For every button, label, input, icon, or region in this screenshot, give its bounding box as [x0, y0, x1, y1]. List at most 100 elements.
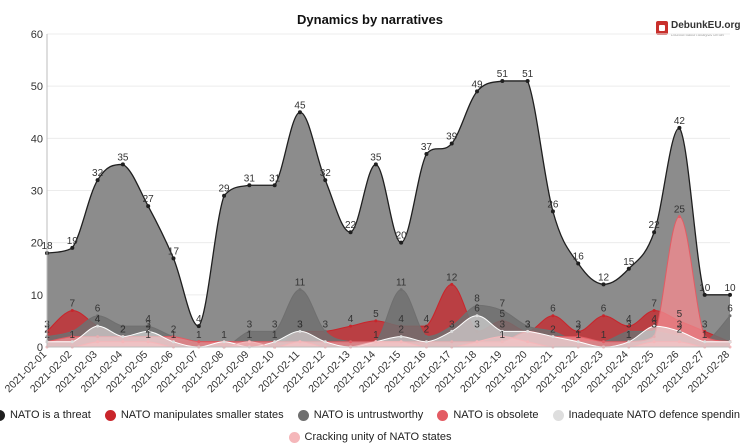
data-label: 1 — [70, 330, 76, 341]
data-label: 12 — [598, 272, 610, 283]
data-label: 6 — [727, 304, 733, 315]
legend-item[interactable]: NATO is obsolete — [437, 409, 538, 421]
data-label: 4 — [348, 314, 354, 325]
legend-row: Cracking unity of NATO states — [0, 426, 740, 448]
data-label: 2 — [424, 325, 430, 336]
data-label: 37 — [421, 142, 433, 153]
data-point — [400, 340, 403, 343]
data-label: 20 — [396, 231, 408, 242]
data-label: 45 — [294, 100, 306, 111]
legend-label: Cracking unity of NATO states — [305, 431, 452, 443]
legend-item[interactable]: NATO is a threat — [0, 409, 91, 421]
legend-swatch — [553, 410, 564, 421]
data-label: 6 — [550, 304, 556, 315]
data-label: 2 — [398, 325, 404, 336]
data-label: 5 — [500, 309, 506, 320]
data-label: 19 — [67, 236, 79, 247]
data-label: 17 — [168, 246, 180, 257]
data-point — [96, 340, 99, 343]
data-label: 3 — [626, 319, 632, 330]
data-label: 3 — [272, 319, 278, 330]
data-label: 10 — [724, 283, 736, 294]
legend-label: NATO is untrustworthy — [314, 409, 424, 421]
legend-swatch — [289, 432, 300, 443]
legend-swatch — [298, 410, 309, 421]
data-label: 5 — [373, 309, 379, 320]
data-label: 3 — [449, 319, 455, 330]
data-point — [121, 340, 124, 343]
data-point — [678, 340, 681, 343]
data-label: 1 — [272, 330, 278, 341]
data-label: 4 — [95, 314, 101, 325]
data-label: 1 — [626, 330, 632, 341]
data-label: 1 — [196, 330, 202, 341]
data-label: 22 — [345, 220, 357, 231]
data-label: 4 — [196, 314, 202, 325]
y-tick-label: 60 — [31, 29, 43, 41]
data-label: 4 — [424, 314, 430, 325]
data-point — [298, 340, 301, 343]
data-label: 26 — [547, 199, 559, 210]
legend: NATO is a threat NATO manipulates smaller… — [0, 404, 740, 448]
data-label: 7 — [500, 298, 506, 309]
data-label: 7 — [651, 298, 657, 309]
data-label: 6 — [95, 304, 101, 315]
data-label: 2 — [120, 325, 126, 336]
data-label: 1 — [373, 330, 379, 341]
data-point — [349, 340, 352, 343]
y-tick-label: 10 — [31, 290, 43, 302]
data-point — [425, 340, 428, 343]
data-label: 1 — [247, 330, 253, 341]
data-label: 10 — [699, 283, 711, 294]
data-label: 11 — [295, 278, 306, 289]
data-label: 31 — [244, 173, 256, 184]
data-label: 51 — [497, 69, 509, 80]
data-label: 25 — [674, 205, 686, 216]
data-label: 3 — [702, 319, 708, 330]
legend-label: NATO is a threat — [10, 409, 91, 421]
data-label: 11 — [396, 278, 407, 289]
data-label: 3 — [677, 319, 683, 330]
series-area — [47, 81, 730, 347]
data-label: 1 — [702, 330, 708, 341]
legend-label: Inadequate NATO defence spending — [569, 409, 740, 421]
data-point — [476, 340, 479, 343]
data-label: 35 — [370, 152, 382, 163]
data-label: 3 — [145, 319, 151, 330]
data-label: 16 — [573, 252, 585, 263]
data-label: 51 — [522, 69, 534, 80]
data-label: 49 — [471, 79, 483, 90]
data-label: 2 — [550, 325, 556, 336]
data-label: 3 — [247, 319, 253, 330]
data-label: 27 — [143, 194, 155, 205]
legend-item[interactable]: NATO manipulates smaller states — [105, 409, 284, 421]
data-label: 4 — [398, 314, 404, 325]
legend-item[interactable]: Inadequate NATO defence spending — [553, 409, 740, 421]
data-point — [324, 340, 327, 343]
legend-item[interactable]: NATO is untrustworthy — [298, 409, 424, 421]
data-label: 6 — [601, 304, 607, 315]
legend-row: NATO is a threat NATO manipulates smaller… — [0, 404, 740, 426]
data-label: 3 — [297, 319, 303, 330]
data-label: 1 — [500, 330, 506, 341]
legend-swatch — [105, 410, 116, 421]
legend-label: NATO manipulates smaller states — [121, 409, 284, 421]
data-label: 32 — [92, 168, 104, 179]
legend-item[interactable]: Cracking unity of NATO states — [289, 431, 452, 443]
data-label: 32 — [320, 168, 332, 179]
y-tick-label: 30 — [31, 186, 43, 198]
legend-swatch — [0, 410, 5, 421]
data-label: 4 — [651, 314, 657, 325]
data-label: 6 — [474, 304, 480, 315]
data-label: 1 — [221, 330, 227, 341]
data-label: 7 — [70, 298, 76, 309]
data-label: 42 — [674, 116, 686, 127]
data-label: 3 — [322, 319, 328, 330]
data-label: 35 — [117, 152, 129, 163]
data-label: 1 — [601, 330, 607, 341]
data-label: 3 — [525, 319, 531, 330]
data-label: 22 — [649, 220, 661, 231]
y-tick-label: 20 — [31, 238, 43, 250]
data-label: 15 — [623, 257, 635, 268]
